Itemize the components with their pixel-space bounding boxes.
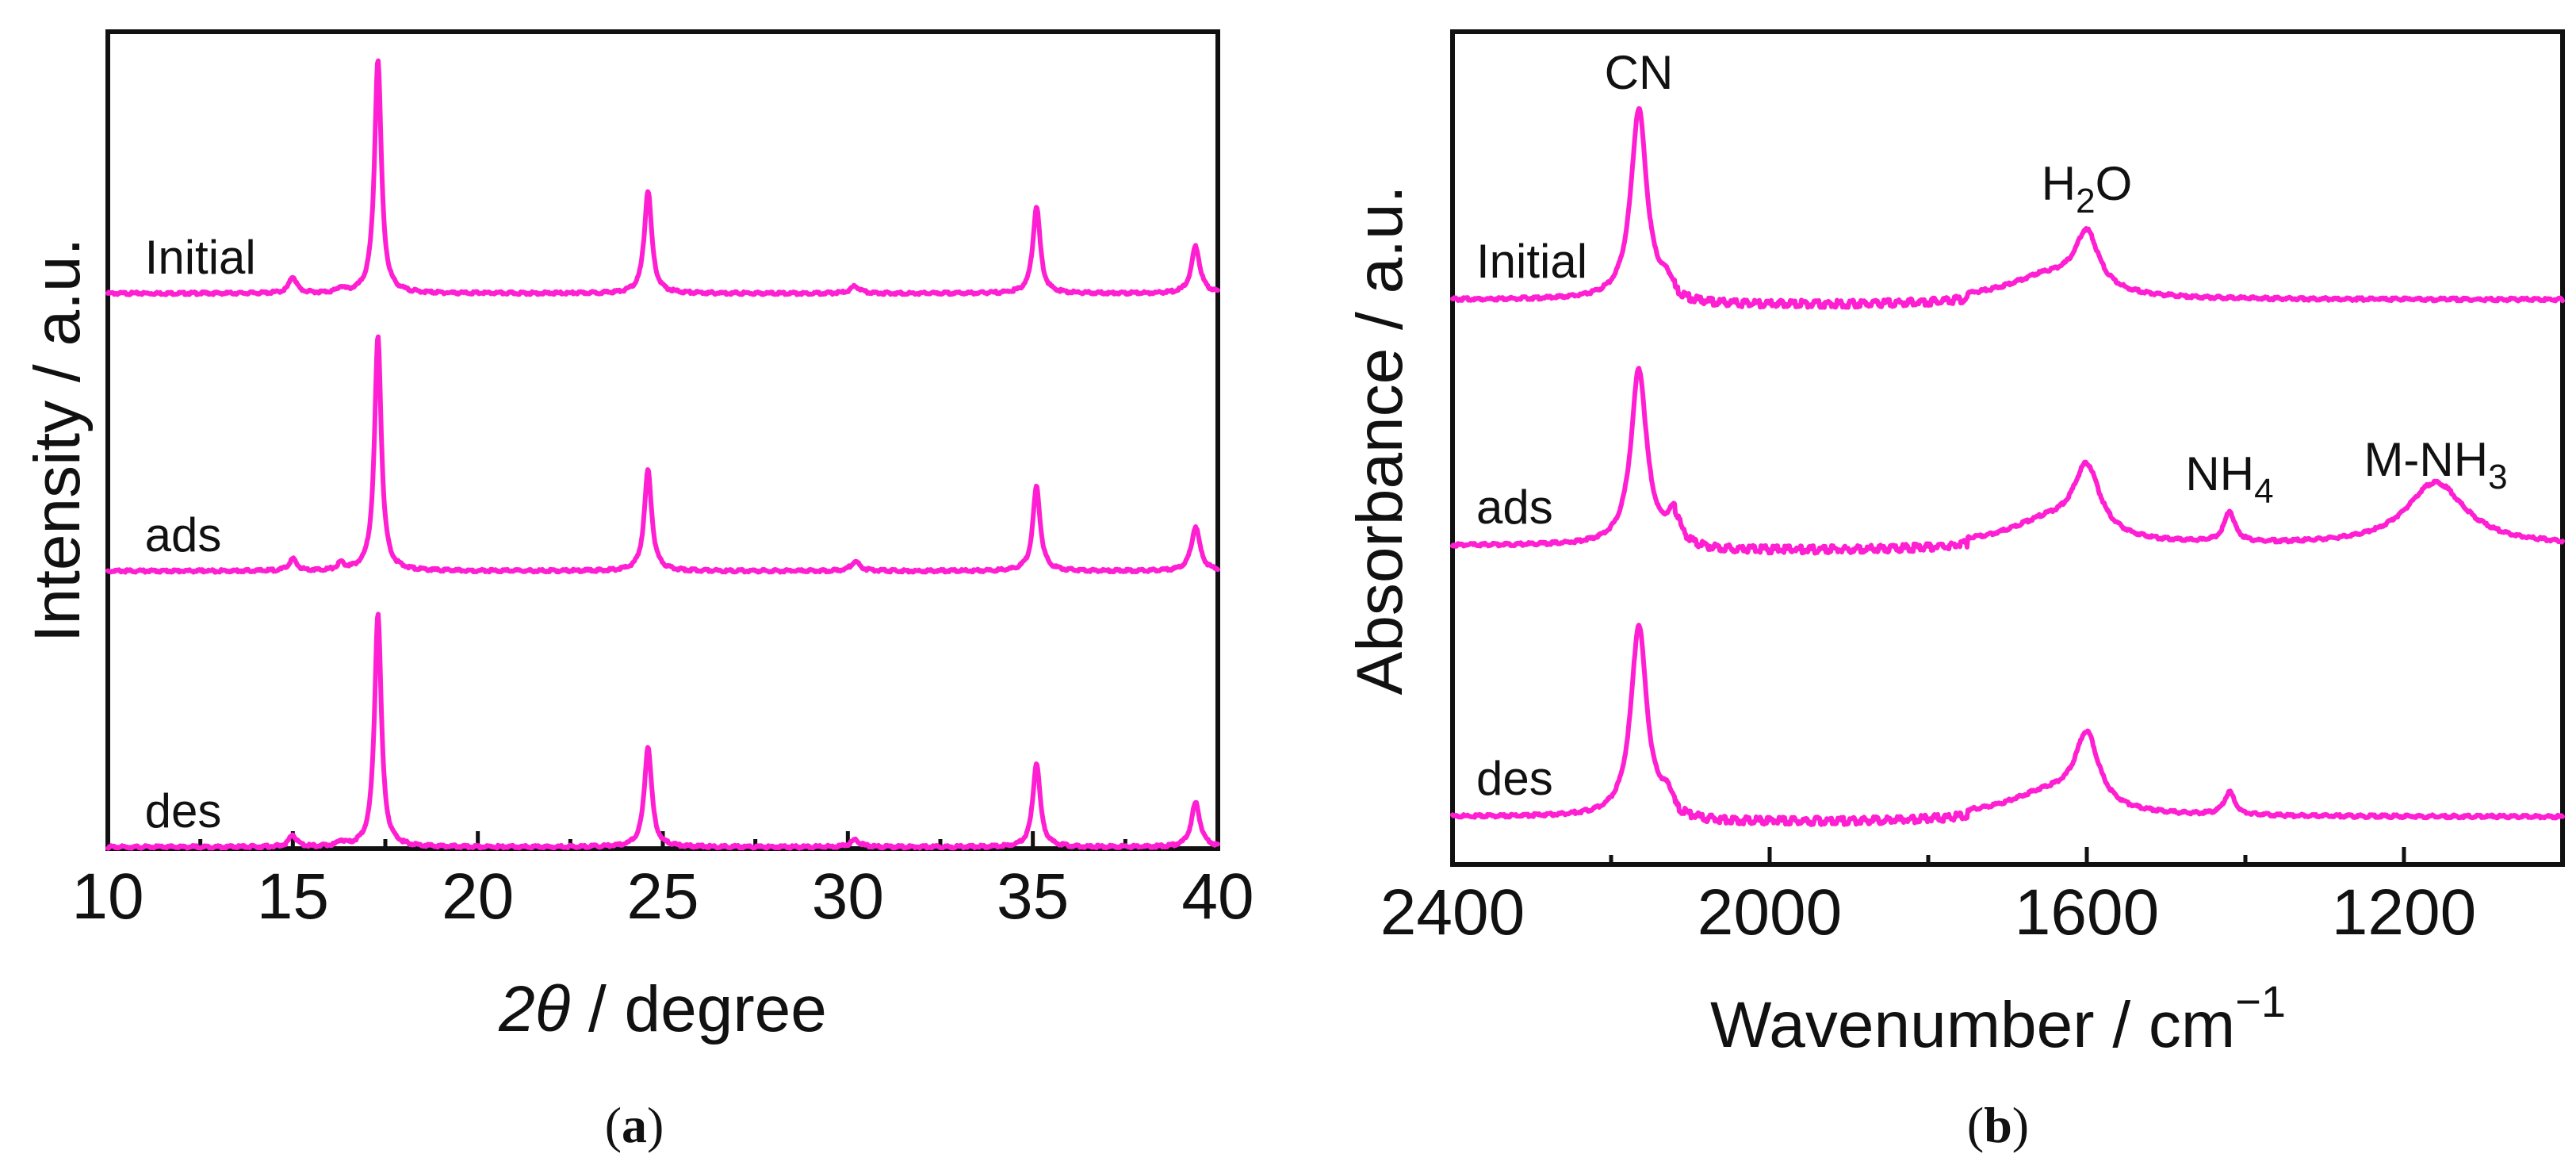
panel-b-trace-label: ads bbox=[1476, 481, 1553, 534]
panel-b-trace-initial bbox=[1450, 105, 2565, 310]
panel-a-xrd-chart: 10 15 20 25 30 35 40 Initial ads des 2θ / degree… bbox=[21, 29, 1254, 1153]
panel-b-trace-ads bbox=[1450, 366, 2565, 556]
panel-b-x-tick-label: 2000 bbox=[1698, 876, 1842, 949]
panel-a-trace-label: ads bbox=[145, 508, 222, 562]
panel-a-y-axis-title: Intensity / a.u. bbox=[21, 238, 94, 643]
panel-b-trace-labels: Initial ads des bbox=[1476, 235, 1587, 805]
panel-a-x-tick-label: 30 bbox=[812, 861, 884, 933]
panel-a-plot-frame bbox=[105, 29, 1220, 851]
panel-a-x-tick-label: 35 bbox=[997, 861, 1069, 933]
panel-b-peak-annotation: NH4 bbox=[2185, 447, 2273, 511]
panel-b-trace-label: des bbox=[1476, 752, 1553, 805]
panel-b-x-tick-label: 1200 bbox=[2332, 876, 2476, 949]
panel-a-trace-initial bbox=[105, 58, 1220, 297]
panel-a-trace-des bbox=[105, 611, 1220, 851]
panel-a-x-axis-title: 2θ / degree bbox=[498, 973, 827, 1045]
panel-b-trace-label: Initial bbox=[1476, 235, 1587, 288]
panel-a-x-tick-label: 15 bbox=[257, 861, 329, 933]
panel-b-ir-chart: 2400 2000 1600 1200 Initial ads des CN H2O NH4 M… bbox=[1344, 29, 2565, 1153]
panel-a-caption: (a) bbox=[605, 1097, 664, 1153]
panel-b-peak-annotations: CN H2O NH4 M-NH3 bbox=[1605, 46, 2508, 511]
panel-a-trace-label: des bbox=[145, 784, 222, 838]
panel-a-trace-ads bbox=[105, 334, 1220, 575]
panel-b-caption: (b) bbox=[1967, 1097, 2029, 1153]
panel-b-x-axis-title: Wavenumber / cm−1 bbox=[1710, 976, 2286, 1061]
panel-b-trace-des bbox=[1450, 623, 2565, 827]
panel-a-x-tick-label: 10 bbox=[71, 861, 144, 933]
panel-a-x-ticks: 10 15 20 25 30 35 40 bbox=[71, 831, 1254, 933]
panel-b-x-ticks: 2400 2000 1600 1200 bbox=[1380, 847, 2476, 949]
panel-b-peak-annotation: H2O bbox=[2042, 157, 2133, 220]
panel-b-traces bbox=[1450, 105, 2565, 827]
panel-a-x-tick-label: 20 bbox=[442, 861, 514, 933]
panel-b-y-axis-title: Absorbance / a.u. bbox=[1344, 186, 1416, 696]
panel-a-trace-label: Initial bbox=[145, 231, 256, 284]
panel-b-x-tick-label: 1600 bbox=[2015, 876, 2159, 949]
panel-a-x-tick-label: 40 bbox=[1181, 861, 1254, 933]
panel-b-peak-annotation: CN bbox=[1605, 46, 1674, 99]
panel-a-x-tick-label: 25 bbox=[626, 861, 699, 933]
panel-a-trace-labels: Initial ads des bbox=[145, 231, 256, 838]
panel-a-traces bbox=[105, 58, 1220, 851]
panel-b-plot-frame bbox=[1450, 29, 2565, 867]
panel-b-peak-annotation: M-NH3 bbox=[2364, 433, 2507, 496]
panel-b-x-tick-label: 2400 bbox=[1380, 876, 1525, 949]
